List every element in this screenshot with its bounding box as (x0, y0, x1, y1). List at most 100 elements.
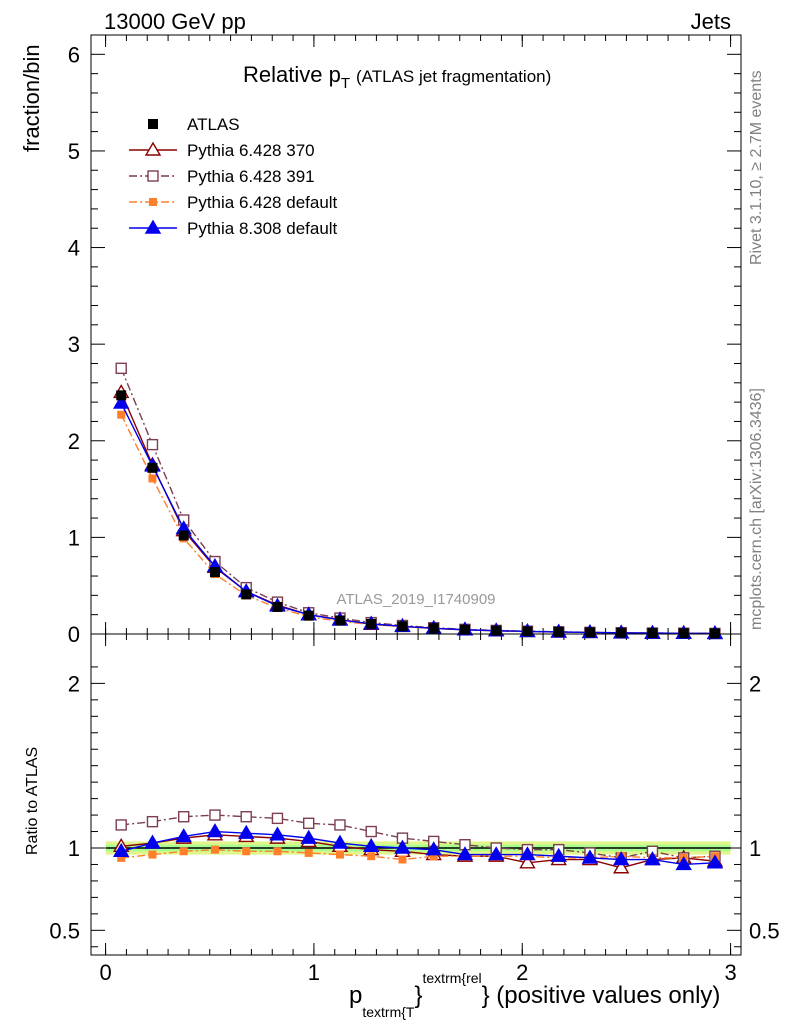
ratio-point-pythia-8-308-default (394, 839, 411, 854)
ratio-point-pythia-6-428-default (367, 852, 376, 861)
legend-label-pythia-6-428-default: Pythia 6.428 default (187, 193, 338, 212)
legend-marker-pythia-8-308-default (144, 219, 162, 234)
ratio-point-pythia-8-308-default (644, 851, 661, 866)
ratio-point-pythia-6-428-370 (612, 859, 630, 874)
data-point-atlas (272, 601, 283, 612)
ratio-point-pythia-8-308-default (175, 828, 192, 843)
x-tick-label: 1 (308, 960, 320, 985)
ratio-point-pythia-6-428-391 (334, 819, 346, 831)
data-point-atlas (709, 628, 720, 639)
ratio-point-pythia-8-308-default (519, 846, 536, 861)
plot-title: Relative pT (ATLAS jet fragmentation) (243, 62, 551, 92)
ratio-point-pythia-6-428-391 (115, 819, 127, 831)
legend-marker-atlas (148, 119, 158, 129)
ratio-point-pythia-8-308-default (269, 826, 286, 841)
legend: ATLAS Pythia 6.428 370 Pythia 6.428 391 Pyt… (129, 115, 338, 238)
ratio-point-pythia-6-428-default (242, 847, 251, 856)
x-tick-label: 0 (99, 960, 111, 985)
ratio-line-pythia-6-428-default (121, 848, 715, 861)
y-axis-label: fraction/bin (19, 44, 44, 152)
ratio-y-tick-label: 1 (68, 836, 80, 861)
legend-label-pythia-8-308-default: Pythia 8.308 default (187, 219, 338, 238)
legend-marker-pythia-6-428-370 (144, 141, 162, 156)
y-tick-label: 3 (68, 332, 80, 357)
x-tick-label: 3 (724, 960, 736, 985)
series-point-pythia-6-428-default (117, 410, 126, 419)
ratio-point-pythia-8-308-default (706, 854, 724, 869)
analysis-id-label: ATLAS_2019_I1740909 (336, 591, 495, 608)
ratio-point-pythia-8-308-default (237, 824, 255, 839)
ratio-point-pythia-6-428-default (179, 847, 188, 856)
ratio-point-pythia-6-428-370 (519, 854, 536, 869)
header-collision: 13000 GeV pp (104, 9, 246, 34)
ratio-point-pythia-8-308-default (612, 851, 630, 866)
ratio-line-pythia-8-308-default (121, 830, 715, 866)
ratio-point-pythia-6-428-391 (271, 812, 284, 825)
ratio-y-tick-label-right: 0.5 (749, 918, 780, 943)
series-point-pythia-6-428-default (148, 474, 157, 483)
ratio-point-pythia-6-428-default (210, 845, 219, 854)
ratio-point-pythia-8-308-default (362, 837, 380, 853)
y-tick-label: 4 (68, 236, 80, 261)
ratio-point-pythia-6-428-391 (365, 825, 377, 838)
series-point-pythia-6-428-391 (115, 362, 127, 375)
ratio-point-pythia-8-308-default (487, 846, 505, 861)
ratio-plot-frame (90, 633, 742, 956)
legend-marker-pythia-6-428-391 (147, 170, 159, 182)
ratio-y-tick-label-right: 2 (749, 671, 761, 696)
ratio-point-pythia-6-428-default (429, 852, 438, 861)
ratio-point-pythia-8-308-default (144, 834, 161, 849)
ratio-point-pythia-6-428-391 (146, 815, 159, 828)
ratio-point-pythia-6-428-default (273, 847, 282, 856)
ratio-point-pythia-6-428-391 (209, 809, 221, 821)
ratio-point-pythia-6-428-391 (240, 811, 252, 823)
data-point-atlas (397, 621, 408, 632)
ratio-point-pythia-6-428-default (117, 853, 126, 862)
data-point-atlas (647, 628, 658, 639)
ratio-point-pythia-6-428-default (335, 850, 344, 859)
ratio-point-pythia-6-428-default (398, 855, 407, 864)
axis-ticks: 0 1 2 3 0 1 2 3 4 5 6 0.5 0.5 1 1 2 2 (49, 35, 780, 985)
rivet-version-label: Rivet 3.1.10, ≥ 2.7M events (748, 70, 765, 265)
data-point-atlas (428, 623, 439, 634)
series-point-pythia-6-428-391 (146, 438, 159, 451)
y-tick-label: 2 (68, 429, 80, 454)
ratio-y-axis-label: Ratio to ATLAS (24, 747, 41, 855)
legend-label-pythia-6-428-370: Pythia 6.428 370 (187, 141, 315, 160)
data-point-atlas (616, 627, 627, 638)
y-tick-label: 5 (68, 139, 80, 164)
ratio-point-pythia-6-428-391 (178, 811, 190, 823)
header-process: Jets (691, 9, 731, 34)
x-tick-label: 2 (516, 960, 528, 985)
ratio-point-pythia-8-308-default (456, 846, 474, 861)
ratio-point-pythia-8-308-default (112, 842, 130, 857)
ratio-point-pythia-8-308-default (300, 829, 317, 844)
x-axis-label: ptextrm{T}textrm{rel} (positive values o… (349, 970, 720, 1020)
ratio-point-pythia-6-428-391 (303, 817, 315, 830)
data-point-atlas (459, 624, 470, 635)
data-point-atlas (678, 628, 689, 639)
data-point-atlas (366, 618, 377, 629)
data-point-atlas (553, 626, 564, 637)
data-point-atlas (116, 390, 127, 401)
ratio-point-pythia-8-308-default (581, 849, 599, 864)
ratio-point-pythia-8-308-default (425, 841, 442, 856)
data-point-atlas (241, 589, 252, 600)
legend-label-pythia-6-428-391: Pythia 6.428 391 (187, 167, 315, 186)
legend-marker-pythia-6-428-default (149, 198, 157, 206)
data-point-atlas (584, 627, 595, 638)
ratio-point-pythia-8-308-default (331, 834, 349, 849)
data-point-atlas (334, 615, 345, 626)
ratio-y-tick-label: 2 (68, 671, 80, 696)
ratio-y-tick-label-right: 1 (749, 836, 761, 861)
ratio-point-pythia-8-308-default (550, 847, 567, 862)
legend-label-atlas: ATLAS (187, 115, 240, 134)
data-point-atlas (147, 462, 158, 473)
series-layer (105, 362, 731, 874)
ratio-point-pythia-6-428-default (148, 850, 157, 859)
ratio-y-tick-label: 0.5 (49, 918, 80, 943)
ratio-point-pythia-6-428-default (304, 848, 313, 857)
data-point-atlas (491, 625, 502, 636)
data-point-atlas (178, 530, 189, 541)
